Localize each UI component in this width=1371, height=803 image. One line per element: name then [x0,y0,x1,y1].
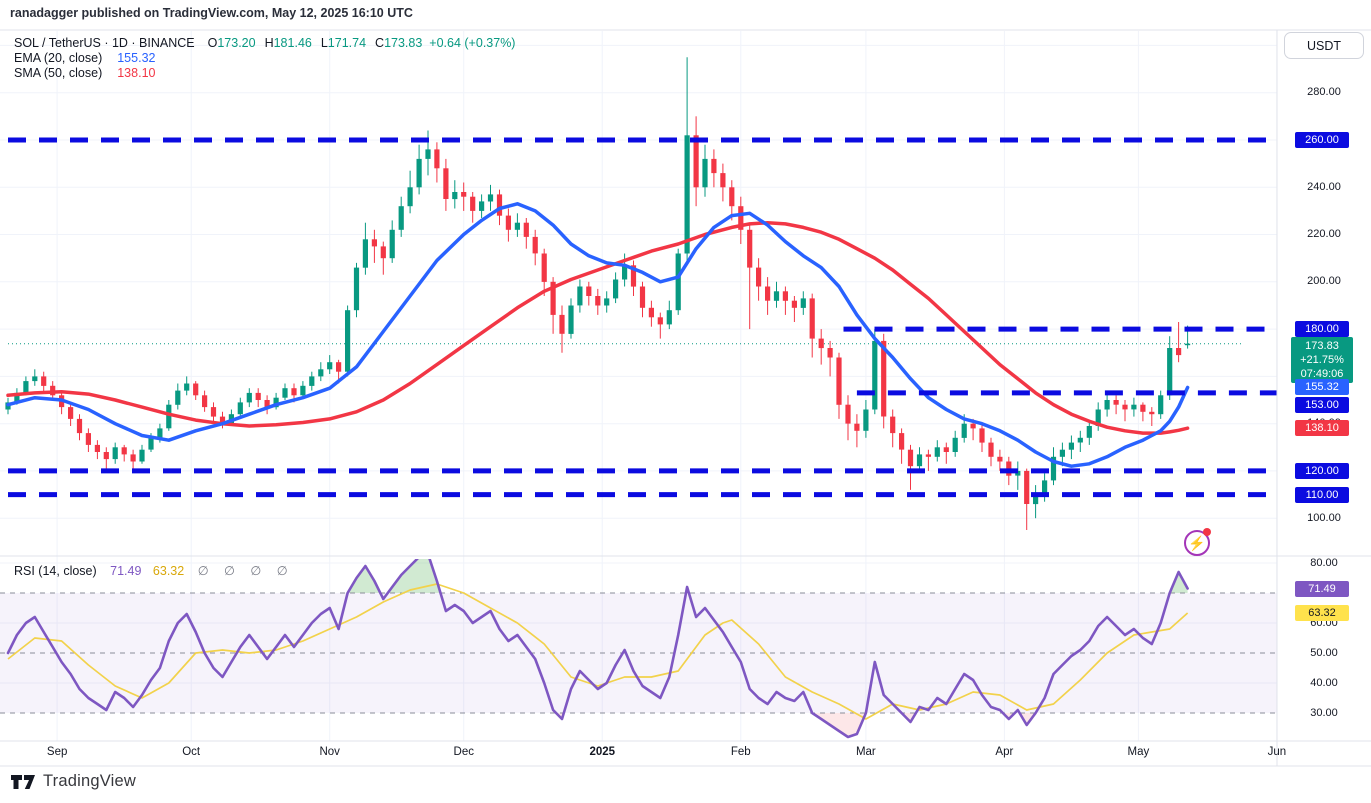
ema-price-badge: 155.32 [1295,379,1349,396]
symbol-legend[interactable]: SOL / TetherUS · 1D · BINANCE O173.20 H1… [14,36,515,81]
price-tick: 220.00 [1307,228,1341,241]
rsi-ma-value-badge: 63.32 [1295,605,1349,622]
tradingview-logo-icon [11,774,35,789]
price-tick: 280.00 [1307,86,1341,99]
flash-ring [1184,530,1210,556]
symbol-title[interactable]: SOL / TetherUS · 1D · BINANCE [14,36,195,50]
time-axis-label: Oct [182,746,201,758]
sma-legend-label[interactable]: SMA (50, close) [14,66,103,80]
bar-countdown: 07:49:06 [1300,368,1344,380]
ema-legend-value: 155.32 [117,51,156,65]
level-price-badge: 120.00 [1295,462,1349,479]
high-value: 181.46 [273,36,312,50]
ohlc-values: O173.20 H181.46 L171.74 C173.83 [208,36,423,51]
price-tick: 200.00 [1307,275,1341,288]
rsi-tick: 80.00 [1310,556,1338,569]
rsi-legend[interactable]: RSI (14, close) 71.49 63.32 ∅ ∅ ∅ ∅ [14,563,294,578]
time-axis-label: Sep [46,746,68,758]
legend-symbol-row[interactable]: SOL / TetherUS · 1D · BINANCE O173.20 H1… [14,36,515,51]
time-axis-label: Apr [995,746,1014,758]
attribution-text: ranadagger published on TradingView.com,… [10,6,413,20]
open-value: 173.20 [217,36,256,50]
price-tick: 240.00 [1307,180,1341,193]
change-value: +0.64 (+0.37%) [429,36,516,50]
close-key: C [375,36,385,50]
time-axis-label: Feb [730,746,751,758]
sma-price-badge: 138.10 [1295,420,1349,437]
low-key: L [320,36,328,50]
rsi-value-badge: 71.49 [1295,580,1349,597]
ema-legend-label[interactable]: EMA (20, close) [14,51,103,65]
time-axis-label: 2025 [589,746,616,758]
currency-toggle-button[interactable]: USDT [1284,32,1364,59]
level-price-badge: 153.00 [1295,396,1349,413]
level-price-badge: 260.00 [1295,131,1349,148]
change-percent: +21.75% [1300,354,1344,366]
flash-streak-icon[interactable]: ⚡ [1183,528,1211,557]
time-axis[interactable]: Sep Oct Nov Dec 2025 Feb Mar Apr May Jun [0,741,1286,766]
rsi-tick: 50.00 [1310,646,1338,659]
legend-sma-row[interactable]: SMA (50, close) 138.10 [14,66,515,81]
last-price-block: 173.83 +21.75% 07:49:06 [1291,337,1353,383]
rsi-tick: 40.00 [1310,676,1338,689]
sma-legend-value: 138.10 [117,66,156,80]
level-price-badge: 180.00 [1295,321,1349,338]
price-axis[interactable]: 280.00240.00220.00200.00140.00100.0080.0… [1277,0,1371,803]
low-value: 171.74 [327,36,367,50]
level-price-badge: 110.00 [1295,486,1349,503]
rsi-empty-slots: ∅ ∅ ∅ ∅ [197,564,294,578]
time-axis-label: Nov [319,746,340,758]
high-key: H [264,36,274,50]
time-axis-label: May [1127,746,1150,758]
open-key: O [207,36,218,50]
tradingview-logo-text: TradingView [43,772,136,790]
close-value: 173.83 [384,36,423,50]
time-axis-label: Jun [1267,746,1287,758]
last-price: 173.83 [1305,340,1339,352]
rsi-tick: 30.00 [1310,706,1338,719]
notification-dot [1203,528,1211,536]
legend-ema-row[interactable]: EMA (20, close) 155.32 [14,51,515,66]
rsi-legend-value: 71.49 [110,564,142,578]
rsi-legend-label[interactable]: RSI (14, close) [14,564,97,578]
lightning-bolt-icon: ⚡ [1188,534,1206,551]
rsi-ma-legend-value: 63.32 [152,564,185,578]
time-axis-label: Mar [855,746,876,758]
tradingview-logo[interactable]: TradingView [10,772,136,791]
time-axis-label: Dec [453,746,474,758]
price-tick: 100.00 [1307,511,1341,524]
